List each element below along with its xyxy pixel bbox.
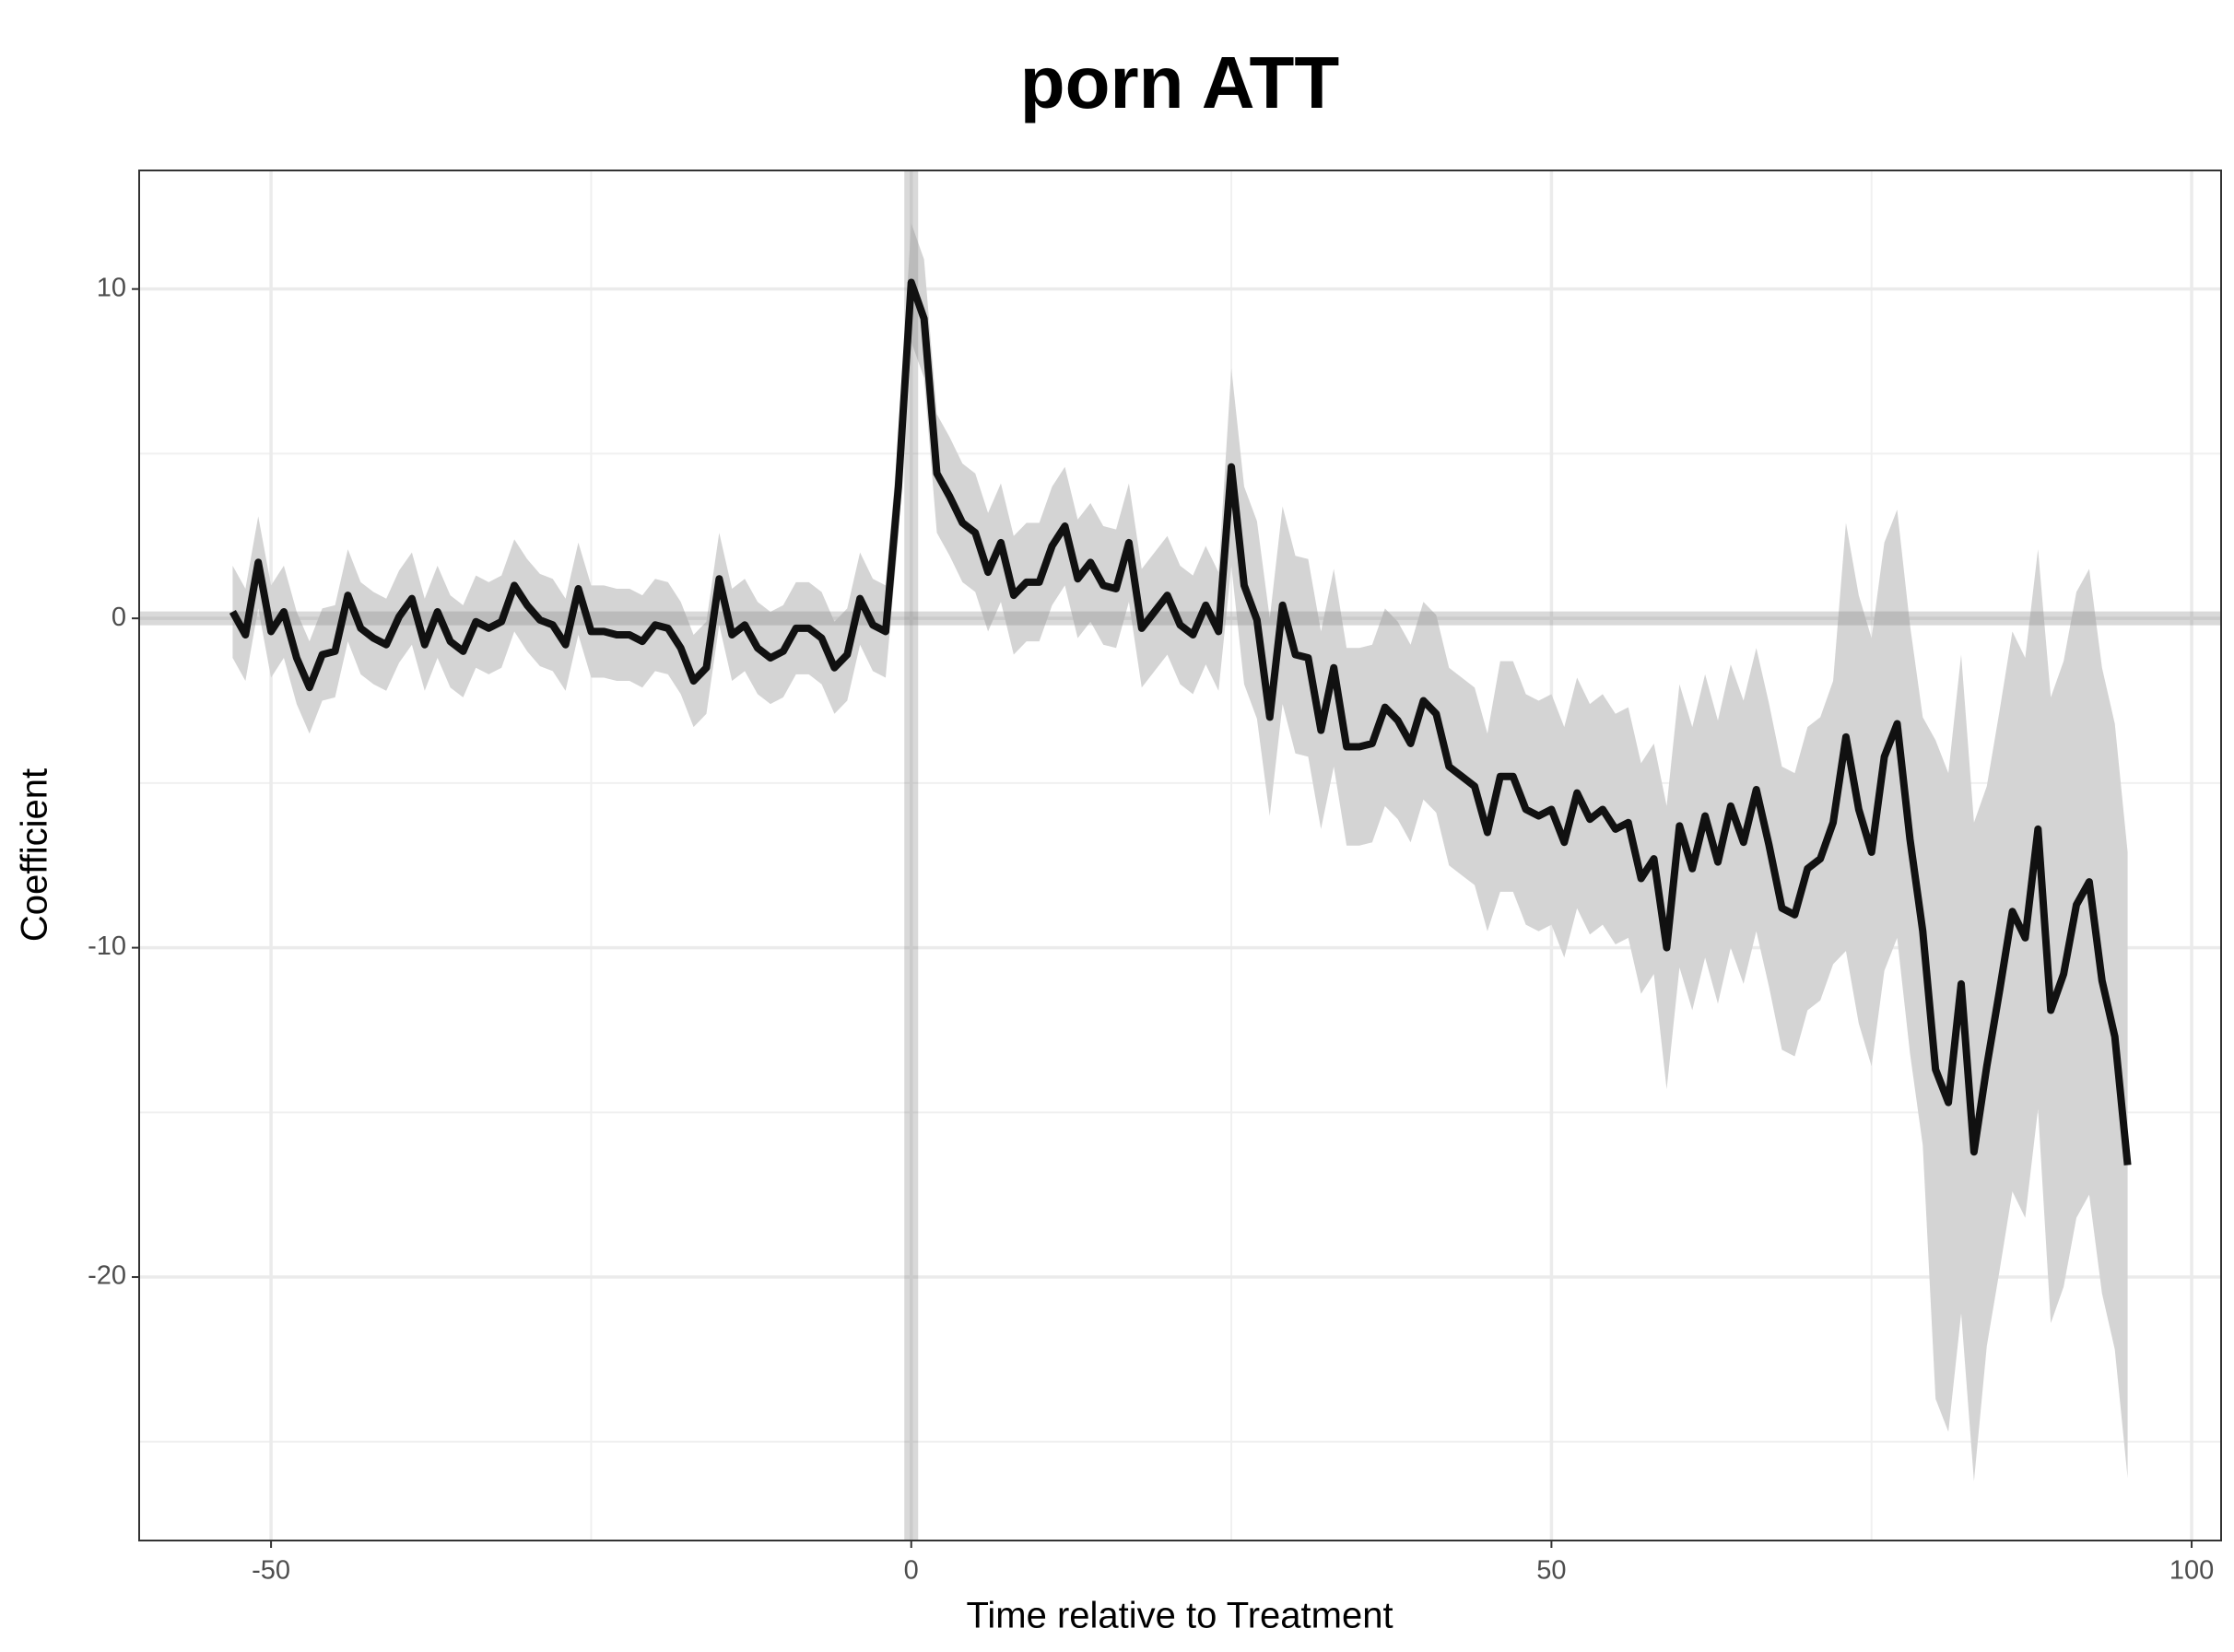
y-tick-label: 0 [112, 603, 126, 632]
y-axis-title: Coefficient [15, 768, 55, 942]
confidence-band [232, 223, 2128, 1482]
x-tick-label: 0 [904, 1556, 919, 1586]
y-tick-label: -10 [88, 931, 126, 961]
chart-title: porn ATT [1020, 41, 1340, 123]
x-axis-title: Time relative to Treatment [966, 1596, 1393, 1636]
line [229, 278, 2132, 1166]
x-tick-label: 50 [1536, 1556, 1566, 1586]
y-tick-label: -20 [88, 1261, 126, 1291]
x-tick-label: -50 [252, 1556, 290, 1586]
x-tick-label: 100 [2169, 1556, 2214, 1586]
y-tick-label: 10 [97, 273, 126, 302]
panel-border [138, 170, 2222, 1541]
